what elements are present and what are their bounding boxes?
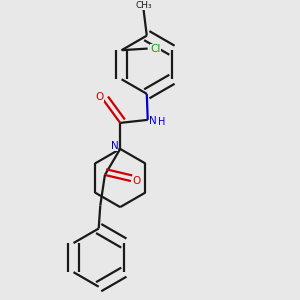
Text: O: O: [95, 92, 104, 102]
Text: O: O: [133, 176, 141, 186]
Text: H: H: [158, 117, 166, 128]
Text: Cl: Cl: [151, 44, 161, 54]
Text: N: N: [110, 141, 118, 152]
Text: CH₃: CH₃: [135, 1, 152, 10]
Text: N: N: [149, 116, 157, 127]
